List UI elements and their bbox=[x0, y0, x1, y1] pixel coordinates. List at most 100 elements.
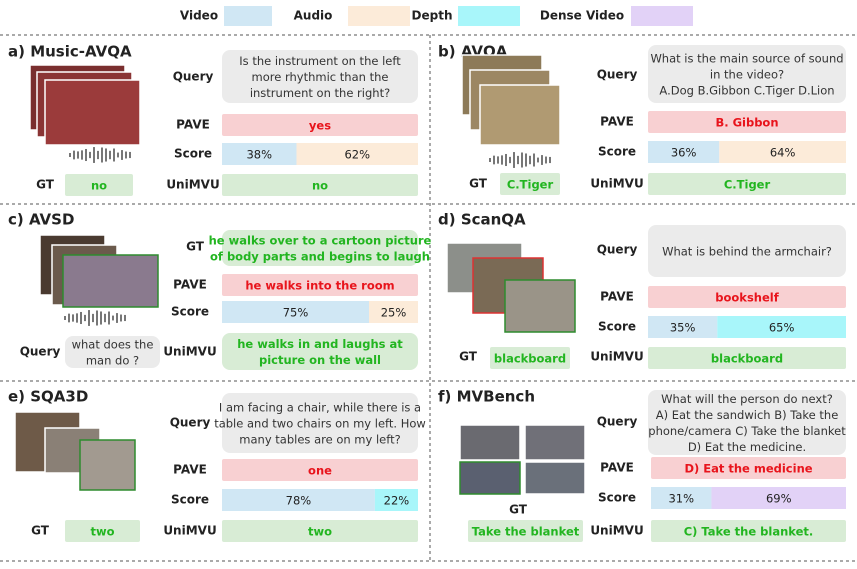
panel-title: d) ScanQA bbox=[438, 211, 526, 229]
answer-box bbox=[648, 173, 846, 195]
answer-box bbox=[648, 45, 846, 103]
answer-text: more rhythmic than the bbox=[252, 70, 389, 84]
video-frame bbox=[44, 79, 141, 146]
score-bar bbox=[374, 489, 418, 511]
answer-text: man do ? bbox=[86, 354, 139, 368]
answer-text: picture on the wall bbox=[259, 353, 381, 367]
row-label: Query bbox=[597, 415, 638, 429]
answer-text: blackboard bbox=[494, 352, 566, 366]
score-label: 38% bbox=[246, 148, 272, 162]
answer-text: he walks in and laughs at bbox=[237, 337, 403, 351]
row-label: PAVE bbox=[176, 118, 210, 132]
answer-text: C.Tiger bbox=[507, 178, 554, 192]
answer-text: Take the blanket bbox=[472, 525, 580, 539]
row-label: PAVE bbox=[173, 278, 207, 292]
video-frame bbox=[62, 254, 159, 308]
video-frame bbox=[459, 461, 521, 495]
answer-box bbox=[222, 50, 418, 103]
score-label: 64% bbox=[770, 146, 796, 160]
answer-text: yes bbox=[309, 119, 331, 133]
row-label: GT bbox=[31, 524, 50, 538]
answer-text: instrument on the right? bbox=[250, 86, 390, 100]
answer-text: table and two chairs on my left. How bbox=[214, 417, 426, 431]
score-bar bbox=[222, 301, 369, 323]
answer-text: blackboard bbox=[711, 352, 783, 366]
score-label: 22% bbox=[384, 494, 410, 508]
answer-text: no bbox=[91, 179, 107, 193]
legend-label: Audio bbox=[294, 9, 333, 23]
video-frame bbox=[79, 439, 136, 491]
row-label: Score bbox=[598, 320, 636, 334]
row-label: Query bbox=[170, 416, 211, 430]
answer-box bbox=[648, 347, 846, 369]
row-label: Score bbox=[598, 491, 636, 505]
answer-text: many tables are on my left? bbox=[239, 433, 400, 447]
answer-text: C) Take the blanket. bbox=[684, 525, 814, 539]
row-label: GT bbox=[186, 240, 205, 254]
answer-box bbox=[490, 347, 570, 369]
legend-swatch bbox=[631, 6, 693, 26]
score-label: 65% bbox=[769, 321, 795, 335]
answer-box bbox=[65, 174, 133, 196]
legend-swatch bbox=[458, 6, 520, 26]
row-label: GT bbox=[509, 503, 528, 517]
row-label: UniMVU bbox=[163, 524, 216, 538]
answer-text: B. Gibbon bbox=[715, 116, 778, 130]
score-bar bbox=[651, 487, 712, 509]
score-bar bbox=[719, 141, 846, 163]
score-bar bbox=[296, 143, 418, 165]
row-label: Query bbox=[173, 70, 214, 84]
answer-text: two bbox=[90, 525, 114, 539]
row-label: UniMVU bbox=[163, 345, 216, 359]
row-label: UniMVU bbox=[590, 350, 643, 364]
row-label: PAVE bbox=[600, 290, 634, 304]
legend-label: Video bbox=[180, 9, 218, 23]
legend-swatch bbox=[348, 6, 410, 26]
answer-box bbox=[648, 225, 846, 277]
answer-box bbox=[648, 286, 846, 308]
answer-box bbox=[500, 173, 560, 195]
answer-box bbox=[65, 336, 160, 368]
answer-text: bookshelf bbox=[715, 291, 779, 305]
score-label: 62% bbox=[344, 148, 370, 162]
answer-box bbox=[222, 333, 418, 370]
row-label: PAVE bbox=[600, 461, 634, 475]
answer-box bbox=[65, 520, 140, 542]
score-bar bbox=[222, 489, 375, 511]
row-label: Query bbox=[597, 243, 638, 257]
score-bar bbox=[648, 316, 718, 338]
answer-box bbox=[468, 520, 583, 542]
answer-text: What will the person do next? bbox=[661, 392, 833, 406]
row-label: UniMVU bbox=[590, 177, 643, 191]
row-label: UniMVU bbox=[590, 524, 643, 538]
score-label: 31% bbox=[668, 492, 694, 506]
answer-box bbox=[648, 111, 846, 133]
answer-text: A.Dog B.Gibbon C.Tiger D.Lion bbox=[659, 84, 834, 98]
score-bar bbox=[648, 141, 720, 163]
answer-text: what does the bbox=[72, 338, 154, 352]
answer-box bbox=[222, 520, 418, 542]
answer-text: he walks over to a cartoon picture bbox=[209, 234, 432, 248]
answer-text: one bbox=[308, 464, 332, 478]
answer-text: no bbox=[312, 179, 328, 193]
answer-text: he walks into the room bbox=[245, 279, 394, 293]
row-label: Query bbox=[20, 345, 61, 359]
video-frame bbox=[524, 424, 586, 461]
panel-title: a) Music-AVQA bbox=[8, 43, 132, 61]
answer-box bbox=[222, 274, 418, 296]
legend-swatch bbox=[224, 6, 272, 26]
answer-text: C.Tiger bbox=[724, 178, 771, 192]
score-label: 75% bbox=[283, 306, 309, 320]
answer-box bbox=[648, 390, 846, 455]
row-label: Score bbox=[171, 305, 209, 319]
answer-text: phone/camera C) Take the blanket bbox=[648, 424, 846, 438]
score-label: 25% bbox=[381, 306, 407, 320]
answer-box bbox=[222, 230, 418, 266]
answer-text: What is behind the armchair? bbox=[662, 245, 832, 259]
score-label: 69% bbox=[766, 492, 792, 506]
row-label: Score bbox=[171, 493, 209, 507]
answer-box bbox=[651, 457, 846, 479]
answer-text: D) Eat the medicine bbox=[684, 462, 812, 476]
answer-text: I am facing a chair, while there is a bbox=[219, 401, 421, 415]
